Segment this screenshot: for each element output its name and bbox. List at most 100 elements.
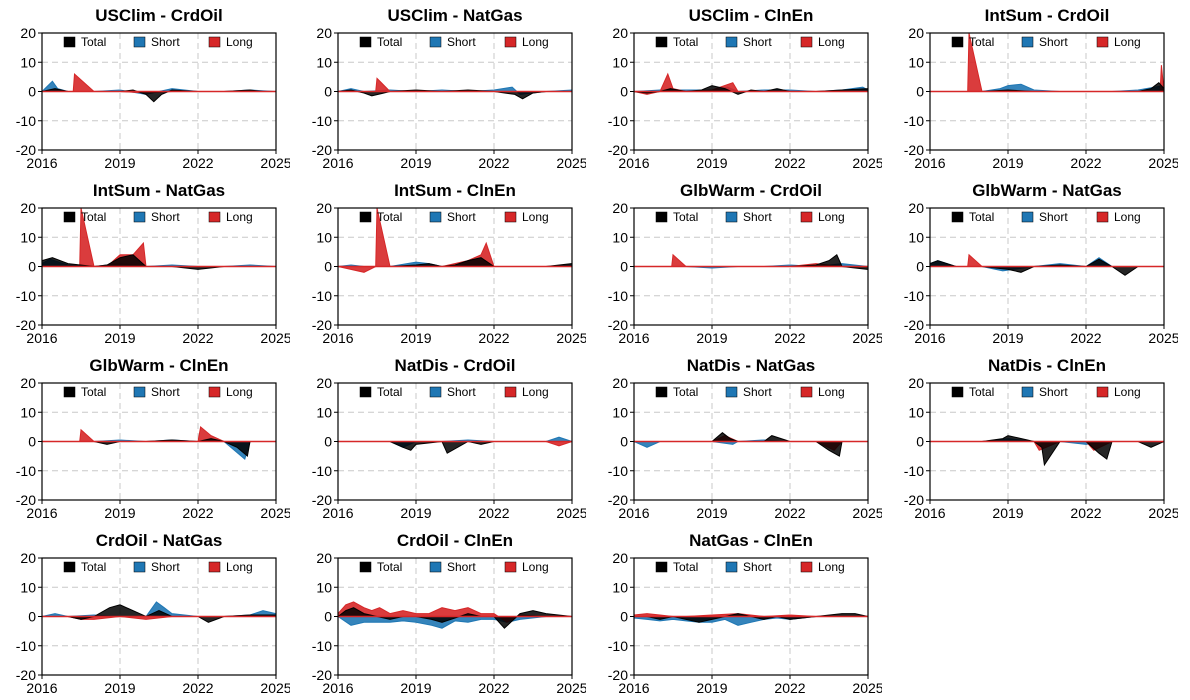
legend-label: Total <box>81 210 106 224</box>
chart-title: IntSum - CrdOil <box>985 6 1110 25</box>
x-tick-label: 2025 <box>1148 155 1178 171</box>
chart-panel: GlbWarm - ClnEn 20 10 0 -10 -20 2016 2019 2022 20… <box>0 350 290 522</box>
legend-label: Short <box>743 385 772 399</box>
legend-label: Long <box>818 210 845 224</box>
x-tick-label: 2025 <box>1148 505 1178 521</box>
legend-swatch-long <box>800 36 813 48</box>
legend-label: Long <box>818 560 845 574</box>
legend-swatch-long <box>1096 36 1109 48</box>
y-tick-label: -20 <box>16 667 36 683</box>
legend-swatch-total <box>359 386 372 398</box>
y-tick-label: 10 <box>908 54 924 70</box>
series-area-long <box>338 77 572 92</box>
y-tick-label: -10 <box>904 113 924 129</box>
legend-label: Short <box>447 210 476 224</box>
y-tick-label: 20 <box>316 200 332 216</box>
legend-swatch-short <box>429 386 442 398</box>
y-tick-label: -20 <box>312 667 332 683</box>
legend-label: Long <box>226 35 253 49</box>
x-tick-label: 2025 <box>556 680 586 696</box>
chart-panel: GlbWarm - CrdOil 20 10 0 -10 -20 2016 2019 2022 2… <box>592 175 882 347</box>
chart-panel: USClim - ClnEn 20 10 0 -10 -20 2016 2019 2022 202… <box>592 0 882 172</box>
legend-swatch-long <box>800 561 813 573</box>
legend-label: Total <box>377 560 402 574</box>
legend-swatch-long <box>504 386 517 398</box>
legend-swatch-total <box>359 36 372 48</box>
x-tick-label: 2016 <box>26 330 57 346</box>
y-tick-label: 10 <box>316 54 332 70</box>
chart-title: GlbWarm - NatGas <box>972 181 1122 200</box>
legend-swatch-long <box>800 386 813 398</box>
y-tick-label: 0 <box>28 84 36 100</box>
legend-label: Long <box>1114 385 1141 399</box>
y-tick-label: 0 <box>324 434 332 450</box>
y-tick-label: 10 <box>20 229 36 245</box>
legend-swatch-long <box>1096 386 1109 398</box>
y-tick-label: 20 <box>316 375 332 391</box>
y-tick-label: 0 <box>620 609 628 625</box>
y-tick-label: -10 <box>16 463 36 479</box>
legend-label: Long <box>522 35 549 49</box>
x-tick-label: 2022 <box>182 330 213 346</box>
legend-label: Short <box>743 210 772 224</box>
y-tick-label: 10 <box>316 229 332 245</box>
x-tick-label: 2019 <box>400 330 431 346</box>
chart-panel: GlbWarm - NatGas 20 10 0 -10 -20 2016 2019 2022 2… <box>888 175 1178 347</box>
legend-swatch-short <box>133 561 146 573</box>
y-tick-label: -20 <box>904 492 924 508</box>
y-tick-label: 0 <box>916 84 924 100</box>
x-tick-label: 2016 <box>618 505 649 521</box>
chart-title: IntSum - NatGas <box>93 181 225 200</box>
y-tick-label: -10 <box>16 113 36 129</box>
legend-swatch-total <box>951 386 964 398</box>
y-tick-label: 10 <box>316 579 332 595</box>
chart-title: NatDis - CrdOil <box>395 356 516 375</box>
legend-label: Long <box>522 560 549 574</box>
x-tick-label: 2016 <box>914 505 945 521</box>
x-tick-label: 2016 <box>322 680 353 696</box>
x-tick-label: 2019 <box>992 505 1023 521</box>
x-tick-label: 2025 <box>556 155 586 171</box>
y-tick-label: 0 <box>324 609 332 625</box>
legend-swatch-long <box>504 211 517 223</box>
chart-panel: CrdOil - NatGas 20 10 0 -10 -20 2016 2019 2022 20… <box>0 525 290 697</box>
y-tick-label: 10 <box>908 229 924 245</box>
y-tick-label: 10 <box>612 54 628 70</box>
legend-label: Short <box>447 385 476 399</box>
x-tick-label: 2016 <box>618 330 649 346</box>
legend-label: Total <box>673 35 698 49</box>
legend-label: Long <box>226 210 253 224</box>
x-tick-label: 2019 <box>696 155 727 171</box>
y-tick-label: 20 <box>316 25 332 41</box>
chart-panel: NatDis - CrdOil 20 10 0 -10 -20 2016 2019 2022 20… <box>296 350 586 522</box>
y-tick-label: 0 <box>916 434 924 450</box>
y-tick-label: -20 <box>904 142 924 158</box>
legend-swatch-total <box>63 386 76 398</box>
y-tick-label: -10 <box>312 113 332 129</box>
legend-label: Short <box>743 560 772 574</box>
x-tick-label: 2022 <box>774 155 805 171</box>
y-tick-label: 10 <box>20 54 36 70</box>
y-tick-label: -20 <box>16 492 36 508</box>
x-tick-label: 2022 <box>1070 155 1101 171</box>
y-tick-label: 20 <box>612 200 628 216</box>
y-tick-label: 10 <box>908 404 924 420</box>
y-tick-label: -20 <box>608 667 628 683</box>
x-tick-label: 2019 <box>400 680 431 696</box>
legend-label: Total <box>969 35 994 49</box>
chart-title: CrdOil - NatGas <box>96 531 223 550</box>
series-area-total <box>930 435 1165 467</box>
x-tick-label: 2025 <box>260 330 290 346</box>
y-tick-label: 20 <box>612 375 628 391</box>
chart-panel: USClim - NatGas 20 10 0 -10 -20 2016 2019 2022 20… <box>296 0 586 172</box>
series-area-total <box>634 432 868 457</box>
legend-label: Long <box>522 385 549 399</box>
y-tick-label: 10 <box>316 404 332 420</box>
x-tick-label: 2025 <box>260 155 290 171</box>
legend-swatch-total <box>655 386 668 398</box>
y-tick-label: -20 <box>312 142 332 158</box>
x-tick-label: 2022 <box>774 505 805 521</box>
